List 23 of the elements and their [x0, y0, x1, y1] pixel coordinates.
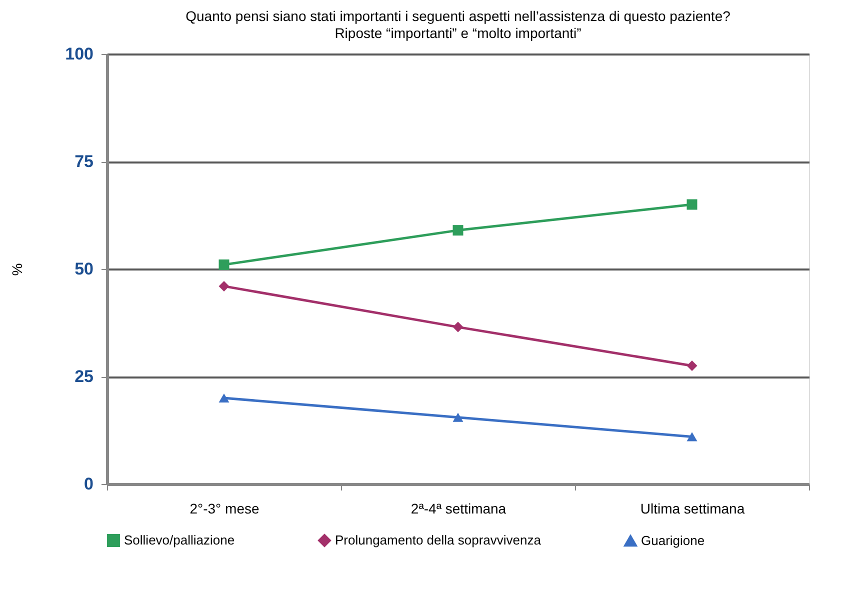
- y-tick-label: 0: [84, 474, 94, 494]
- x-tick-label: Ultima settimana: [640, 500, 745, 516]
- chart-title: Quanto pensi siano stati importanti i seguenti aspetti nell’assistenza di questo paziente?: [186, 8, 731, 24]
- legend-label: Prolungamento della sopravvivenza: [335, 532, 542, 548]
- point: [218, 393, 230, 403]
- x-tick-label: 2ª-4ª settimana: [410, 500, 506, 516]
- x-tick-label: 2°-3° mese: [190, 500, 260, 516]
- y-tick-label: 100: [65, 44, 94, 64]
- legend-label: Sollievo/palliazione: [124, 532, 235, 548]
- chart-subtitle: Riposte “importanti” e “molto importanti”: [334, 25, 582, 41]
- y-axis-title: %: [9, 263, 26, 276]
- y-tick-label: 25: [74, 367, 94, 386]
- point: [686, 432, 698, 442]
- legend-label: Guarigione: [641, 532, 705, 548]
- point: [452, 412, 464, 422]
- point: [452, 225, 464, 236]
- y-tick-label: 50: [74, 260, 94, 278]
- point: [686, 199, 698, 210]
- point: [218, 280, 230, 292]
- point: [686, 360, 698, 371]
- point: [452, 322, 464, 332]
- point: [218, 259, 230, 270]
- y-tick-label: 75: [74, 152, 94, 171]
